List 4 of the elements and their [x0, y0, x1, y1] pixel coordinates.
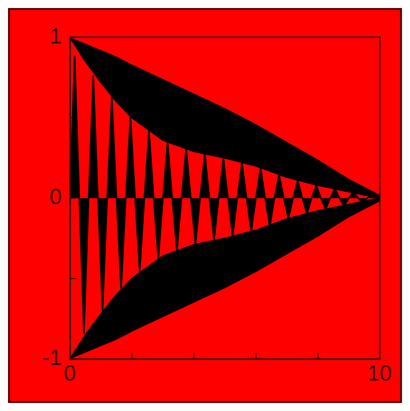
x-tick-label: 10: [368, 360, 392, 386]
y-tick-label: 1: [50, 23, 62, 48]
y-tick-label: -1: [42, 345, 62, 370]
y-tick-label: 0: [50, 184, 62, 210]
